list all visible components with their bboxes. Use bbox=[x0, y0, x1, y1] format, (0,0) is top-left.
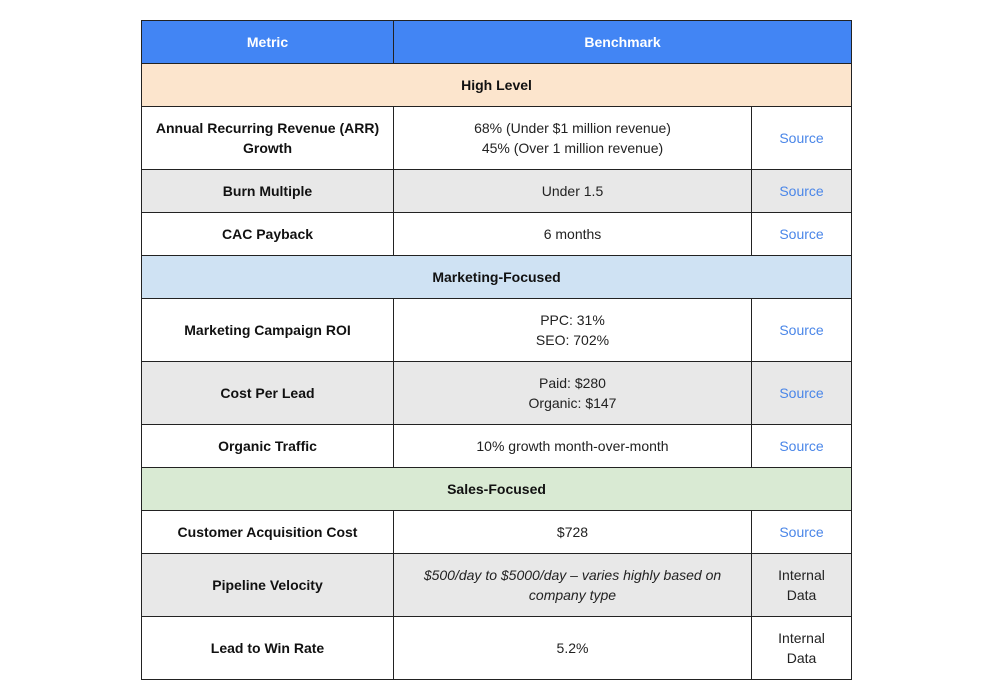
source-cell: Source bbox=[750, 106, 853, 170]
metric-cell: Organic Traffic bbox=[141, 424, 394, 468]
source-cell: Source bbox=[750, 361, 853, 425]
source-link[interactable]: Source bbox=[779, 183, 824, 199]
table-row: Burn Multiple Under 1.5 Source bbox=[141, 169, 853, 213]
metric-cell: Annual Recurring Revenue (ARR) Growth bbox=[141, 106, 394, 170]
header-row: Metric Benchmark bbox=[141, 20, 853, 64]
source-cell: Source bbox=[750, 424, 853, 468]
metric-cell: Burn Multiple bbox=[141, 169, 394, 213]
benchmark-cell: 10% growth month-over-month bbox=[393, 424, 752, 468]
benchmark-cell: PPC: 31% SEO: 702% bbox=[393, 298, 752, 362]
metric-cell: Customer Acquisition Cost bbox=[141, 510, 394, 554]
table-row: Cost Per Lead Paid: $280 Organic: $147 S… bbox=[141, 361, 853, 425]
metric-text: Growth bbox=[243, 140, 292, 156]
benchmark-cell: Under 1.5 bbox=[393, 169, 752, 213]
source-link[interactable]: Source bbox=[779, 322, 824, 338]
source-cell: Source bbox=[750, 298, 853, 362]
metric-cell: Pipeline Velocity bbox=[141, 553, 394, 617]
source-text: Internal bbox=[778, 567, 825, 583]
source-cell: Source bbox=[750, 510, 853, 554]
source-cell: Internal Data bbox=[750, 616, 853, 680]
section-row-sales-focused: Sales-Focused bbox=[140, 467, 853, 511]
benchmark-text: Paid: $280 bbox=[539, 375, 606, 391]
benchmark-cell: $500/day to $5000/day – varies highly ba… bbox=[393, 553, 752, 617]
table-row: Customer Acquisition Cost $728 Source bbox=[141, 510, 853, 554]
benchmark-text: 45% (Over 1 million revenue) bbox=[481, 140, 664, 156]
benchmark-text: SEO: 702% bbox=[535, 332, 610, 348]
table-row: CAC Payback 6 months Source bbox=[141, 212, 853, 256]
table-row: Annual Recurring Revenue (ARR) Growth 68… bbox=[141, 106, 853, 170]
benchmark-text: Organic: $147 bbox=[528, 395, 617, 411]
header-benchmark: Benchmark bbox=[392, 20, 853, 64]
source-text: Data bbox=[786, 587, 817, 603]
benchmark-text: $500/day to $5000/day – varies highly ba… bbox=[423, 567, 722, 583]
section-row-marketing-focused: Marketing-Focused bbox=[140, 255, 853, 299]
benchmark-text: 68% (Under $1 million revenue) bbox=[474, 120, 671, 136]
source-link[interactable]: Source bbox=[779, 385, 824, 401]
metric-cell: Cost Per Lead bbox=[141, 361, 394, 425]
section-title: Sales-Focused bbox=[140, 467, 853, 511]
section-row-high-level: High Level bbox=[140, 63, 853, 107]
benchmark-text: PPC: 31% bbox=[540, 312, 605, 328]
source-link[interactable]: Source bbox=[779, 438, 824, 454]
benchmark-table: Metric Benchmark High Level Annual Recur… bbox=[140, 20, 853, 680]
source-cell: Source bbox=[750, 169, 853, 213]
source-link[interactable]: Source bbox=[779, 130, 824, 146]
source-cell: Internal Data bbox=[750, 553, 853, 617]
source-link[interactable]: Source bbox=[779, 226, 824, 242]
metric-cell: Lead to Win Rate bbox=[141, 616, 394, 680]
source-link[interactable]: Source bbox=[779, 524, 824, 540]
source-cell: Source bbox=[750, 212, 853, 256]
section-title: Marketing-Focused bbox=[140, 255, 853, 299]
benchmark-cell: $728 bbox=[393, 510, 752, 554]
benchmark-cell: Paid: $280 Organic: $147 bbox=[393, 361, 752, 425]
benchmark-text: company type bbox=[528, 587, 617, 603]
table-row: Organic Traffic 10% growth month-over-mo… bbox=[141, 424, 853, 468]
benchmark-cell: 68% (Under $1 million revenue) 45% (Over… bbox=[393, 106, 752, 170]
table-row: Marketing Campaign ROI PPC: 31% SEO: 702… bbox=[141, 298, 853, 362]
metric-cell: CAC Payback bbox=[141, 212, 394, 256]
benchmark-cell: 5.2% bbox=[393, 616, 752, 680]
source-text: Data bbox=[786, 650, 817, 666]
benchmark-cell: 6 months bbox=[393, 212, 752, 256]
metric-text: Annual Recurring Revenue (ARR) bbox=[155, 120, 380, 136]
table-row: Pipeline Velocity $500/day to $5000/day … bbox=[141, 553, 853, 617]
header-metric: Metric bbox=[141, 20, 394, 64]
section-title: High Level bbox=[140, 63, 853, 107]
metric-cell: Marketing Campaign ROI bbox=[141, 298, 394, 362]
source-text: Internal bbox=[778, 630, 825, 646]
table-row: Lead to Win Rate 5.2% Internal Data bbox=[141, 616, 853, 680]
